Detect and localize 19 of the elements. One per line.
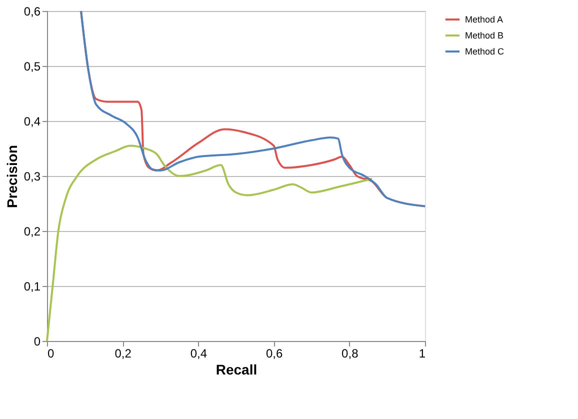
y-tick-label: 0	[34, 334, 41, 348]
x-axis-title: Recall	[216, 362, 258, 378]
y-tick-label: 0,3	[24, 170, 41, 184]
y-tick-label: 0,2	[24, 224, 41, 238]
x-tick-label: 0,8	[342, 346, 359, 360]
legend-label: Method A	[465, 14, 504, 24]
legend-label: Method B	[465, 30, 504, 40]
legend-label: Method C	[465, 46, 505, 56]
y-tick-label: 0,4	[24, 114, 41, 128]
x-tick-label: 0,4	[190, 346, 208, 360]
x-tick-label: 0,6	[266, 346, 283, 360]
x-tick-label: 1	[418, 346, 426, 360]
y-tick-label: 0,5	[24, 60, 41, 74]
line-series	[46, 144, 374, 342]
y-tick-label: 0,1	[24, 280, 41, 294]
y-tick-label: 0,6	[24, 4, 41, 18]
x-tick-label: 0,2	[114, 346, 132, 360]
y-axis-title: Precision	[4, 144, 20, 208]
x-tick-label: 0	[48, 346, 54, 360]
